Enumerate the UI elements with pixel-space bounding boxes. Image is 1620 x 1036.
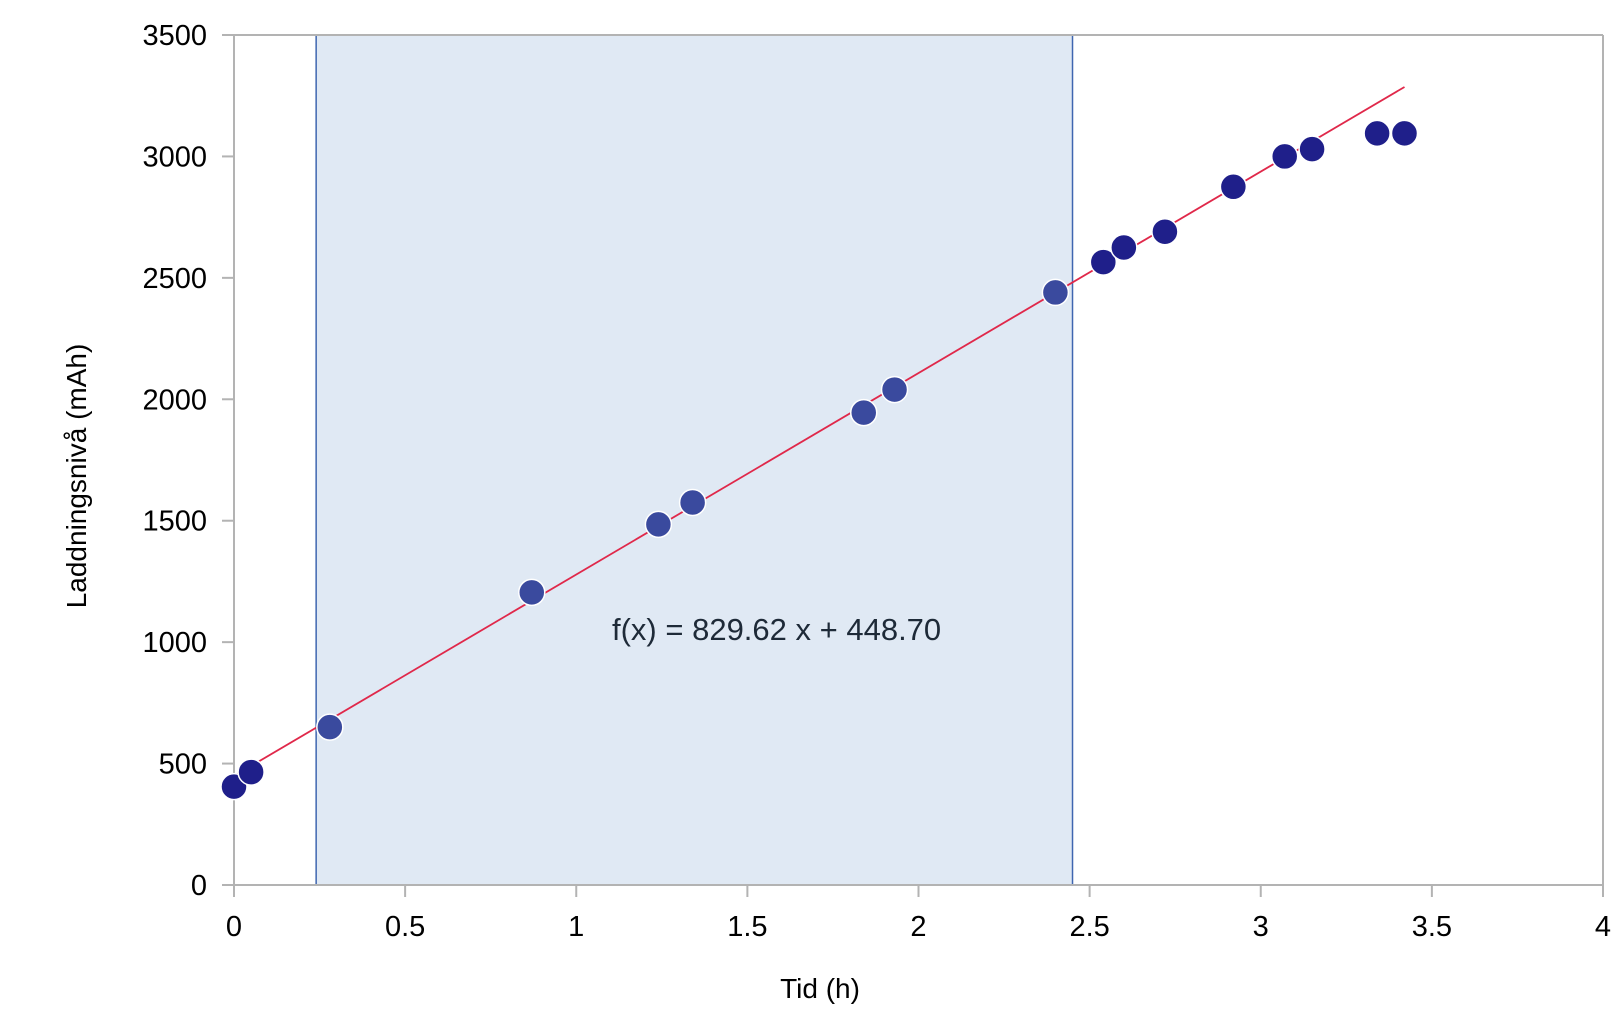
- y-tick-label: 1000: [142, 627, 207, 659]
- data-point: [237, 758, 265, 786]
- data-points: [220, 119, 1419, 801]
- x-tick-label: 3: [1253, 911, 1269, 943]
- data-point: [678, 488, 707, 517]
- axes: [222, 34, 1604, 897]
- data-point: [880, 375, 909, 404]
- y-tick-label: 1500: [142, 506, 207, 538]
- data-point: [518, 578, 546, 607]
- data-point: [1151, 217, 1179, 246]
- data-point: [644, 510, 673, 539]
- data-point: [1110, 233, 1138, 262]
- y-tick-label: 2500: [142, 263, 207, 295]
- x-tick-label: 0.5: [385, 911, 425, 943]
- x-tick-label: 4: [1595, 911, 1611, 943]
- trendline-layer: [233, 86, 1405, 777]
- highlight-region: [315, 34, 1074, 886]
- x-tick-label: 0: [226, 911, 242, 943]
- data-point: [849, 398, 878, 427]
- data-point: [316, 713, 344, 741]
- y-tick-label: 500: [159, 749, 207, 781]
- y-tick-label: 3500: [142, 20, 207, 52]
- y-tick-label: 3000: [142, 141, 207, 173]
- tick-labels: 0 0.5 1 1.5 2 2.5 3 3.5 4 0 500 1000 1500 2000 2500 300…: [142, 20, 1611, 943]
- x-tick-label: 1.5: [727, 911, 767, 943]
- x-axis-title: Tid (h): [780, 973, 860, 1004]
- x-tick-label: 2.5: [1069, 911, 1109, 943]
- data-point: [1298, 135, 1326, 163]
- x-tick-label: 1: [568, 911, 584, 943]
- regression-equation: f(x) = 829.62 x + 448.70: [612, 612, 941, 647]
- highlight-region-layer: [315, 34, 1074, 886]
- data-point: [1363, 119, 1391, 148]
- data-point: [1219, 173, 1248, 201]
- y-tick-label: 2000: [142, 384, 207, 416]
- data-point: [1089, 248, 1118, 276]
- trendline: [233, 86, 1405, 777]
- x-tick-label: 3.5: [1412, 911, 1452, 943]
- data-point: [1041, 278, 1070, 307]
- y-axis-title: Laddningsnivå (mAh): [61, 344, 92, 609]
- y-tick-label: 0: [191, 870, 207, 902]
- data-point: [1390, 119, 1419, 148]
- data-point: [1270, 142, 1299, 171]
- x-tick-label: 2: [910, 911, 926, 943]
